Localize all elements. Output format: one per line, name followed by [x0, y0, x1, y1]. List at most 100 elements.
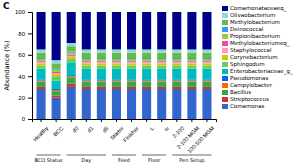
- bar-segment: [202, 69, 211, 80]
- bar-segment: [52, 80, 61, 89]
- x-axis-line: [33, 120, 217, 123]
- bar-segment: [52, 91, 61, 95]
- legend-swatch: [222, 55, 228, 60]
- x-tick-label: d0: [71, 125, 80, 134]
- bar-segment: [67, 77, 76, 83]
- x-tick-mark: [146, 119, 147, 122]
- bar-segment: [67, 84, 76, 87]
- bar-segment: [127, 63, 136, 65]
- bar-segment: [112, 69, 121, 80]
- bar-segment: [202, 63, 211, 65]
- bar-segment: [67, 55, 76, 56]
- series: [37, 52, 212, 70]
- bar-segment: [187, 49, 196, 52]
- bar-segment: [157, 62, 166, 63]
- legend-item: Methylobacteriumeq_: [222, 40, 290, 47]
- y-tick-label: 100: [15, 9, 26, 15]
- bar-segment: [142, 87, 151, 89]
- bar-segment: [112, 61, 121, 62]
- bar-segment: [97, 53, 106, 58]
- groups: BCO StatusDayFeedFloorPen Setup: [34, 155, 211, 164]
- legend-swatch: [222, 90, 228, 95]
- bar-segment: [172, 61, 181, 62]
- bar-segment: [187, 69, 196, 80]
- bar-segment: [52, 12, 61, 60]
- bar-segment: [187, 59, 196, 61]
- bar-segment: [97, 59, 106, 61]
- bar-segment: [202, 59, 211, 61]
- bar-segment: [97, 79, 106, 80]
- x-tick: d1: [86, 119, 95, 134]
- bar-segment: [112, 80, 121, 81]
- bar-segment: [67, 46, 76, 51]
- bar-segment: [157, 63, 166, 65]
- bar-segment: [127, 12, 136, 49]
- series: [37, 53, 212, 72]
- bar-segment: [37, 80, 46, 81]
- bar-segment: [142, 82, 151, 87]
- group-label: Pen Setup: [179, 157, 204, 164]
- legend-item: Streptococcus: [222, 96, 269, 103]
- bar-segment: [187, 66, 196, 69]
- bar-segment: [82, 79, 91, 80]
- group-line: [67, 155, 106, 156]
- bar-segment: [202, 58, 211, 59]
- bar-segment: [187, 62, 196, 63]
- bar-segment: [142, 69, 151, 80]
- legend-item: Propionibacterium: [222, 33, 280, 40]
- bar-segment: [187, 12, 196, 49]
- bar-segment: [82, 69, 91, 80]
- bar-segment: [127, 79, 136, 80]
- legend-swatch: [222, 20, 228, 25]
- bar-segment: [97, 87, 106, 89]
- bar-segment: [157, 89, 166, 119]
- bar-segment: [172, 87, 181, 89]
- bar-segment: [97, 49, 106, 52]
- group-line: [172, 155, 211, 156]
- legend-item: Pseudomonas: [222, 75, 268, 81]
- bar-segment: [37, 53, 46, 58]
- bar-segment: [37, 62, 46, 63]
- bar-segment: [82, 63, 91, 65]
- bar-segment: [157, 87, 166, 89]
- bar-segment: [127, 58, 136, 59]
- bar-segment: [187, 63, 196, 65]
- legend-label: Bacillus: [230, 89, 251, 95]
- legend-label: Comamonataceaeq_: [230, 5, 287, 12]
- x-tick: Healthy: [32, 119, 50, 143]
- bar-segment: [82, 87, 91, 89]
- legend-label: Staphylococcal: [230, 47, 272, 54]
- bar-segment: [127, 69, 136, 80]
- bar-segment: [37, 69, 46, 80]
- bar-segment: [52, 95, 61, 97]
- series: [37, 77, 212, 95]
- bar-segment: [82, 12, 91, 49]
- bar-segment: [187, 79, 196, 80]
- series: [37, 84, 212, 98]
- bar-segment: [157, 80, 166, 81]
- bar-segment: [157, 61, 166, 62]
- bar-segment: [37, 61, 46, 62]
- bar-segment: [202, 82, 211, 87]
- group-line: [37, 155, 61, 156]
- x-tick-mark: [131, 119, 132, 122]
- series: [37, 87, 212, 119]
- y-tick: 60: [18, 52, 32, 58]
- bar-segment: [142, 49, 151, 52]
- y-tick-mark: [28, 98, 32, 99]
- bar-segment: [67, 59, 76, 62]
- legend-swatch: [222, 62, 228, 67]
- y-tick: 80: [18, 31, 32, 37]
- bar-segment: [52, 70, 61, 72]
- legend-label: Streptococcus: [230, 96, 269, 103]
- x-tick-label: 100-500 MGM: [186, 125, 215, 154]
- legend-swatch: [222, 104, 228, 109]
- bar-segment: [112, 66, 121, 69]
- x-tick-mark: [206, 119, 207, 122]
- bar-segment: [67, 62, 76, 75]
- x-tick-label: Finisher: [122, 125, 140, 143]
- y-tick-mark: [28, 119, 32, 120]
- bar-segment: [112, 89, 121, 119]
- x-tick-label: d1: [86, 125, 95, 134]
- x-tick: L: [147, 119, 155, 131]
